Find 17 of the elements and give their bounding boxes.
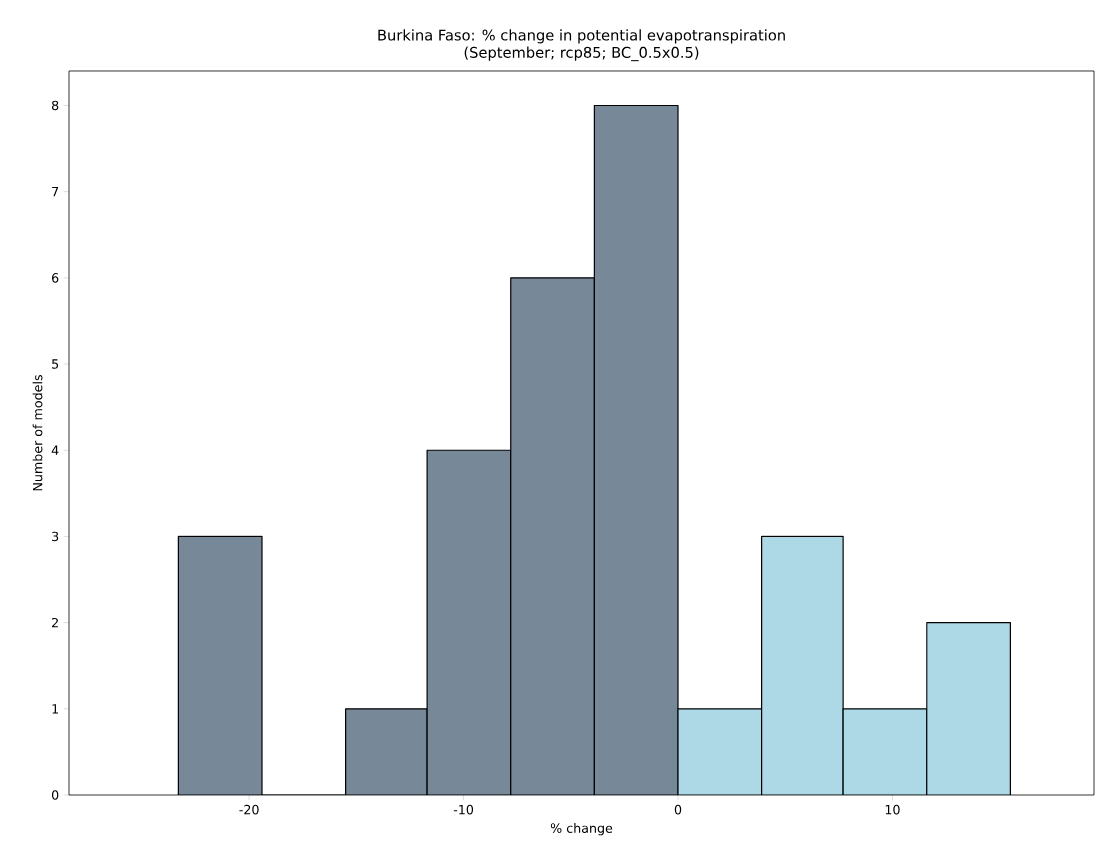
y-tick-label: 1 xyxy=(52,704,59,714)
x-tick-label: 10 xyxy=(885,804,900,815)
x-axis-title: % change xyxy=(550,823,613,836)
x-tick-label: -10 xyxy=(453,804,474,815)
chart-subtitle: (September; rcp85; BC_0.5x0.5) xyxy=(464,46,699,62)
y-tick-label: 6 xyxy=(52,273,59,283)
chart-title: Burkina Faso: % change in potential evapotranspiration xyxy=(378,29,785,44)
y-tick-label: 7 xyxy=(52,187,59,197)
y-tick-label: 3 xyxy=(52,531,59,542)
y-tick-label: 4 xyxy=(51,445,59,455)
y-tick-label: 8 xyxy=(51,100,59,111)
x-tick-label: -20 xyxy=(239,804,259,815)
y-tick-label: 2 xyxy=(52,617,58,628)
y-tick-label: 0 xyxy=(51,790,59,800)
y-tick-label: 5 xyxy=(52,359,59,369)
x-tick-label: 0 xyxy=(674,804,682,815)
y-axis-title: Number of models xyxy=(32,375,43,491)
